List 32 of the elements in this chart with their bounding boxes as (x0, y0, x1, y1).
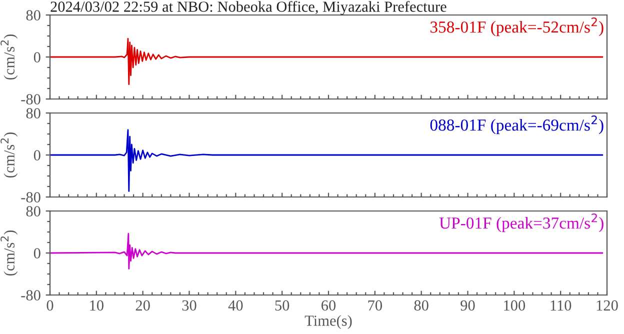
chart-title: 2024/03/02 22:59 at NBO: Nobeoka Office, Miyazaki Prefecture (50, 0, 446, 15)
line-series (50, 38, 604, 85)
annotation: 358-01F (peak=-52cm/s$^{2}$) (430, 18, 604, 36)
x-tick-label: 70 (368, 300, 382, 311)
x-tick-label: 40 (228, 300, 243, 311)
x-tick-label: 110 (550, 300, 572, 311)
line-series (50, 232, 604, 270)
y-tick-label: 80 (26, 10, 40, 20)
y-tick-label: -80 (21, 192, 40, 202)
x-tick-label: 20 (136, 300, 150, 311)
x-tick-label: 90 (460, 300, 475, 311)
x-axis-title: Time(s) (304, 315, 352, 329)
y-tick-label: -80 (21, 290, 40, 300)
y-tick-label: 80 (26, 206, 40, 216)
y-tick-label: 0 (34, 248, 40, 258)
y-tick-label: 0 (34, 52, 40, 62)
x-tick-label: 60 (322, 300, 336, 311)
y-axis-title: (cm/s$^{2}$) (0, 132, 18, 178)
x-tick-label: 120 (596, 300, 618, 311)
annotation: 088-01F (peak=-69cm/s$^{2}$) (430, 116, 604, 134)
y-axis-title: (cm/s$^{2}$) (0, 34, 18, 80)
y-axis-title: (cm/s$^{2}$) (0, 230, 18, 276)
annotation: UP-01F (peak=37cm/s$^{2}$) (439, 214, 604, 232)
x-tick-label: 0 (46, 300, 54, 311)
y-tick-label: 0 (34, 150, 40, 160)
x-tick-label: 30 (182, 300, 196, 311)
x-tick-label: 50 (275, 300, 290, 311)
x-tick-label: 100 (504, 300, 526, 311)
x-tick-label: 80 (414, 300, 428, 311)
x-tick-label: 10 (90, 300, 104, 311)
y-tick-label: 80 (26, 108, 40, 118)
y-tick-label: -80 (21, 94, 40, 104)
